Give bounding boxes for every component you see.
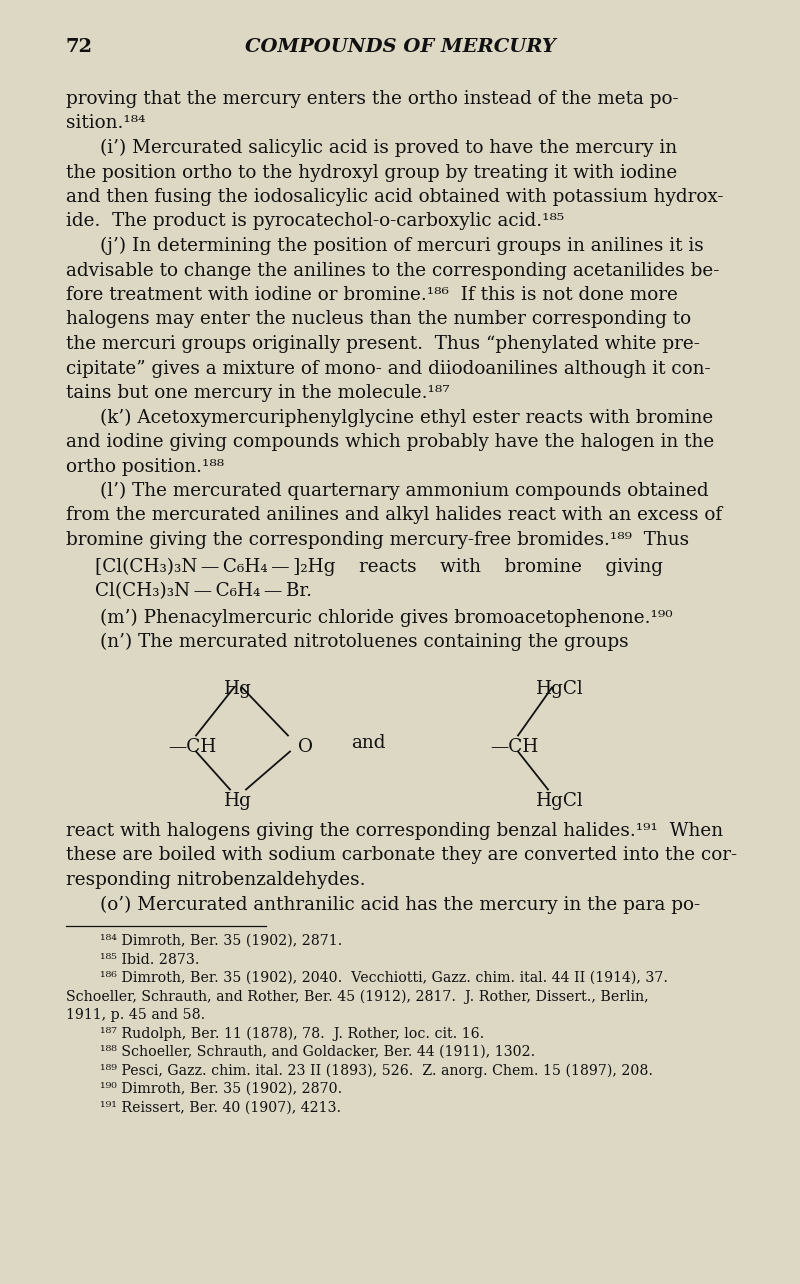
Text: sition.¹⁸⁴: sition.¹⁸⁴	[66, 114, 145, 132]
Text: and iodine giving compounds which probably have the halogen in the: and iodine giving compounds which probab…	[66, 433, 714, 451]
Text: (l’) The mercurated quarternary ammonium compounds obtained: (l’) The mercurated quarternary ammonium…	[100, 482, 709, 501]
Text: ortho position.¹⁸⁸: ortho position.¹⁸⁸	[66, 457, 224, 475]
Text: 1911, p. 45 and 58.: 1911, p. 45 and 58.	[66, 1008, 205, 1022]
Text: the position ortho to the hydroxyl group by treating it with iodine: the position ortho to the hydroxyl group…	[66, 163, 677, 181]
Text: —CH: —CH	[168, 737, 216, 755]
Text: tains but one mercury in the molecule.¹⁸⁷: tains but one mercury in the molecule.¹⁸…	[66, 384, 450, 402]
Text: ¹⁸⁷ Rudolph, Ber. 11 (1878), 78.  J. Rother, loc. cit. 16.: ¹⁸⁷ Rudolph, Ber. 11 (1878), 78. J. Roth…	[100, 1026, 484, 1041]
Text: ide.  The product is pyrocatechol-o-carboxylic acid.¹⁸⁵: ide. The product is pyrocatechol-o-carbo…	[66, 212, 564, 231]
Text: from the mercurated anilines and alkyl halides react with an excess of: from the mercurated anilines and alkyl h…	[66, 506, 722, 524]
Text: COMPOUNDS OF MERCURY: COMPOUNDS OF MERCURY	[245, 39, 555, 56]
Text: [Cl(CH₃)₃N — C₆H₄ — ]₂Hg    reacts    with    bromine    giving: [Cl(CH₃)₃N — C₆H₄ — ]₂Hg reacts with bro…	[95, 557, 663, 575]
Text: (i’) Mercurated salicylic acid is proved to have the mercury in: (i’) Mercurated salicylic acid is proved…	[100, 139, 677, 157]
Text: ¹⁹¹ Reissert, Ber. 40 (1907), 4213.: ¹⁹¹ Reissert, Ber. 40 (1907), 4213.	[100, 1100, 341, 1115]
Text: ¹⁸⁵ Ibid. 2873.: ¹⁸⁵ Ibid. 2873.	[100, 953, 199, 967]
Text: (m’) Phenacylmercuric chloride gives bromoacetophenone.¹⁹⁰: (m’) Phenacylmercuric chloride gives bro…	[100, 609, 673, 627]
Text: advisable to change the anilines to the corresponding acetanilides be-: advisable to change the anilines to the …	[66, 262, 719, 280]
Text: 72: 72	[66, 39, 93, 56]
Text: HgCl: HgCl	[536, 791, 584, 809]
Text: and: and	[350, 734, 386, 752]
Text: Hg: Hg	[224, 679, 252, 697]
Text: ¹⁸⁶ Dimroth, Ber. 35 (1902), 2040.  Vecchiotti, Gazz. chim. ital. 44 II (1914), : ¹⁸⁶ Dimroth, Ber. 35 (1902), 2040. Vecch…	[100, 971, 668, 985]
Text: the mercuri groups originally present.  Thus “phenylated white pre-: the mercuri groups originally present. T…	[66, 335, 699, 353]
Text: ¹⁸⁹ Pesci, Gazz. chim. ital. 23 II (1893), 526.  Z. anorg. Chem. 15 (1897), 208.: ¹⁸⁹ Pesci, Gazz. chim. ital. 23 II (1893…	[100, 1063, 653, 1077]
Text: (j’) In determining the position of mercuri groups in anilines it is: (j’) In determining the position of merc…	[100, 238, 704, 256]
Text: Hg: Hg	[224, 791, 252, 809]
Text: cipitate” gives a mixture of mono- and diiodoanilines although it con-: cipitate” gives a mixture of mono- and d…	[66, 360, 710, 377]
Text: halogens may enter the nucleus than the number corresponding to: halogens may enter the nucleus than the …	[66, 311, 690, 329]
Text: (k’) Acetoxymercuriphenylglycine ethyl ester reacts with bromine: (k’) Acetoxymercuriphenylglycine ethyl e…	[100, 408, 714, 426]
Text: bromine giving the corresponding mercury-free bromides.¹⁸⁹  Thus: bromine giving the corresponding mercury…	[66, 532, 689, 550]
Text: HgCl: HgCl	[536, 679, 584, 697]
Text: Cl(CH₃)₃N — C₆H₄ — Br.: Cl(CH₃)₃N — C₆H₄ — Br.	[95, 582, 312, 600]
Text: ¹⁹⁰ Dimroth, Ber. 35 (1902), 2870.: ¹⁹⁰ Dimroth, Ber. 35 (1902), 2870.	[100, 1082, 342, 1097]
Text: (n’) The mercurated nitrotoluenes containing the groups: (n’) The mercurated nitrotoluenes contai…	[100, 633, 629, 651]
Text: these are boiled with sodium carbonate they are converted into the cor-: these are boiled with sodium carbonate t…	[66, 846, 737, 864]
Text: ¹⁸⁸ Schoeller, Schrauth, and Goldacker, Ber. 44 (1911), 1302.: ¹⁸⁸ Schoeller, Schrauth, and Goldacker, …	[100, 1045, 535, 1059]
Text: proving that the mercury enters the ortho instead of the meta po-: proving that the mercury enters the orth…	[66, 90, 678, 108]
Text: react with halogens giving the corresponding benzal halides.¹⁹¹  When: react with halogens giving the correspon…	[66, 822, 722, 840]
Text: ¹⁸⁴ Dimroth, Ber. 35 (1902), 2871.: ¹⁸⁴ Dimroth, Ber. 35 (1902), 2871.	[100, 933, 342, 948]
Text: O: O	[298, 737, 313, 755]
Text: responding nitrobenzaldehydes.: responding nitrobenzaldehydes.	[66, 871, 365, 889]
Text: —CH: —CH	[490, 737, 538, 755]
Text: and then fusing the iodosalicylic acid obtained with potassium hydrox-: and then fusing the iodosalicylic acid o…	[66, 187, 723, 205]
Text: (o’) Mercurated anthranilic acid has the mercury in the para po-: (o’) Mercurated anthranilic acid has the…	[100, 895, 700, 914]
Text: Schoeller, Schrauth, and Rother, Ber. 45 (1912), 2817.  J. Rother, Dissert., Ber: Schoeller, Schrauth, and Rother, Ber. 45…	[66, 990, 648, 1004]
Text: fore treatment with iodine or bromine.¹⁸⁶  If this is not done more: fore treatment with iodine or bromine.¹⁸…	[66, 286, 678, 304]
